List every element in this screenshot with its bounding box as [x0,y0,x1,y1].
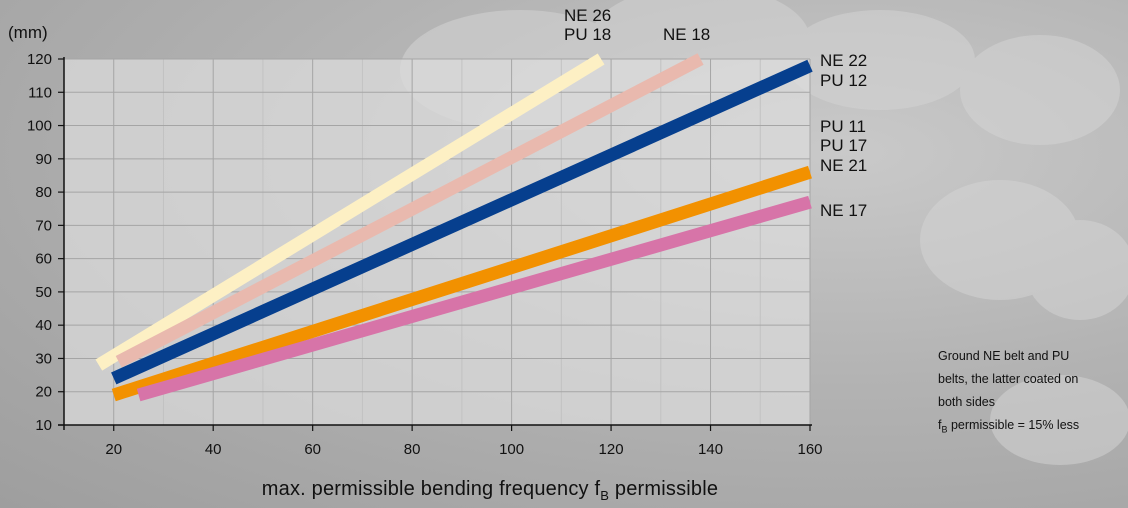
axes [58,57,812,430]
footnote-f: f [938,418,942,432]
x-tick-label: 100 [499,441,524,458]
footnote-line: belts, the latter coated on [938,372,1079,386]
y-tick-label: 30 [35,350,52,367]
y-tick-label: 100 [27,118,52,135]
series-line-4 [111,165,812,402]
x-tick-label: 140 [698,441,723,458]
series-line-1 [95,53,605,371]
footnote-line: Ground NE belt and PU [938,349,1070,363]
y-tick-label: 110 [28,84,52,101]
y-tick-label: 60 [35,251,52,268]
series-label-pu12: PU 12 [820,71,867,90]
y-tick-label: 10 [35,417,52,434]
series-label-ne18: NE 18 [663,25,710,44]
x-axis-label-tail: permissible [609,478,719,500]
footnote-subscript: B [941,424,948,435]
series-label-pu18: PU 18 [564,25,611,44]
x-axis-label: max. permissible bending frequency fB pe… [0,478,980,503]
series-line-2 [115,53,704,368]
series-label-pu11: PU 11 [820,117,866,136]
footnote: Ground NE belt and PU belts, the latter … [938,345,1128,442]
y-tick-label: 120 [27,51,52,68]
series-label-ne26: NE 26 [564,6,611,25]
y-axis-unit: (mm) [8,23,48,42]
y-tick-label: 20 [35,384,52,401]
series-label-ne22: NE 22 [820,51,867,70]
x-tick-label: 60 [304,441,321,458]
y-tick-label: 90 [35,151,52,168]
series-line-5 [136,195,812,402]
x-axis-label-subscript: B [600,488,610,503]
footnote-line: both sides [938,395,995,409]
y-tick-label: 40 [35,317,52,334]
series-labels: NE 26 PU 18 NE 18 NE 22 PU 12 PU 11 PU 1… [564,6,867,220]
series-label-ne21: NE 21 [820,156,867,175]
x-tick-label: 160 [797,441,822,458]
y-tick-label: 80 [35,184,52,201]
y-tick-labels: 10 20 30 40 50 60 70 80 90 100 110 120 [27,51,64,434]
x-tick-labels: 20 40 60 80 100 120 140 160 [105,425,823,458]
series-label-pu17: PU 17 [820,136,867,155]
x-tick-label: 40 [205,441,222,458]
y-tick-label: 50 [35,284,52,301]
y-tick-label: 70 [35,217,52,234]
x-tick-label: 80 [404,441,421,458]
series-lines [95,53,813,402]
footnote-line: fB permissible = 15% less [938,414,1128,442]
x-tick-label: 20 [105,441,122,458]
x-axis-label-main: max. permissible bending frequency f [261,478,601,500]
series-line-3 [111,59,813,385]
series-label-ne17: NE 17 [820,201,867,220]
footnote-tail: permissible = 15% less [947,418,1080,432]
x-tick-label: 120 [599,441,624,458]
